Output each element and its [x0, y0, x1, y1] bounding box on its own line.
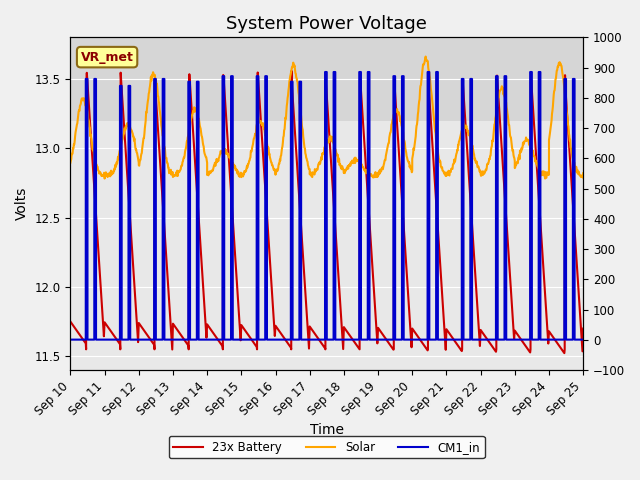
Line: 23x Battery: 23x Battery — [70, 71, 583, 353]
Solar — [579, 170, 587, 176]
23x Battery — [579, 325, 587, 331]
23x Battery — [95, 259, 103, 265]
Solar — [388, 118, 396, 123]
Solar — [67, 160, 74, 166]
CM1_in — [323, 337, 331, 343]
23x Battery — [557, 346, 565, 351]
Solar — [541, 176, 549, 181]
X-axis label: Time: Time — [310, 423, 344, 437]
23x Battery — [288, 68, 296, 74]
CM1_in — [390, 73, 397, 79]
Solar — [237, 171, 244, 177]
Solar — [184, 135, 191, 141]
Bar — [70, 35, 583, 120]
Solar — [228, 160, 236, 166]
Y-axis label: Volts: Volts — [15, 187, 29, 220]
Solar — [422, 54, 429, 60]
Legend: 23x Battery, Solar, CM1_in: 23x Battery, Solar, CM1_in — [169, 436, 484, 458]
23x Battery — [403, 270, 411, 276]
CM1_in — [67, 337, 74, 343]
Text: VR_met: VR_met — [81, 50, 134, 64]
CM1_in — [321, 69, 329, 75]
CM1_in — [255, 73, 262, 79]
23x Battery — [67, 319, 74, 324]
23x Battery — [561, 350, 568, 356]
Solar — [407, 166, 415, 172]
Title: System Power Voltage: System Power Voltage — [227, 15, 428, 33]
Solar — [460, 121, 468, 127]
23x Battery — [421, 344, 429, 350]
Line: Solar: Solar — [70, 57, 583, 179]
CM1_in — [579, 337, 587, 343]
CM1_in — [433, 69, 440, 75]
23x Battery — [390, 347, 397, 352]
Line: CM1_in: CM1_in — [70, 72, 583, 340]
CM1_in — [398, 73, 406, 79]
CM1_in — [571, 337, 579, 343]
23x Battery — [285, 342, 292, 348]
